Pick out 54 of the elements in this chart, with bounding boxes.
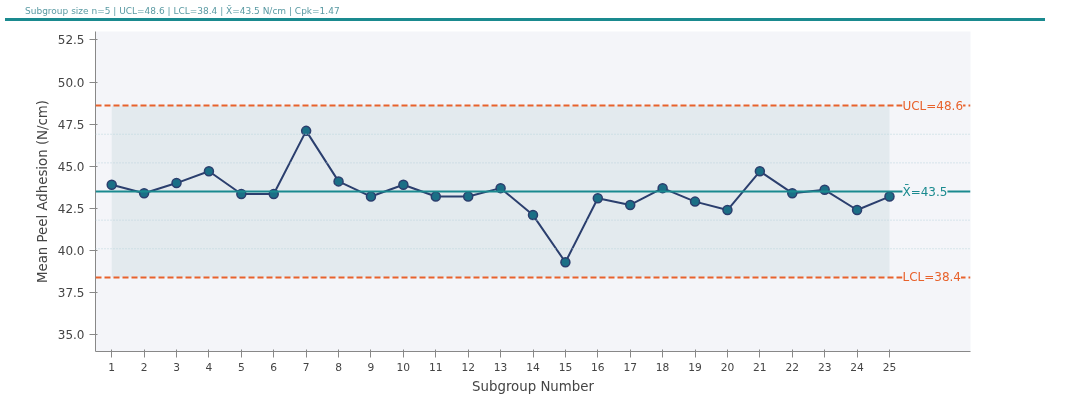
- point: [398, 179, 409, 190]
- x-tick-label: 6: [270, 360, 278, 374]
- ref-line-label: UCL=48.6: [902, 98, 964, 113]
- x-tick-label: 7: [302, 360, 310, 374]
- x-tick-label: 5: [237, 360, 245, 374]
- y-tick-label: 35.0: [57, 328, 85, 342]
- y-tick-label: 37.5: [57, 285, 85, 300]
- y-tick-label: 42.5: [57, 201, 85, 216]
- chart-subtitle: Subgroup size n=5 | UCL=48.6 | LCL=38.4 | X̄=43.5 N/cm | Cpk=1.47: [25, 5, 340, 18]
- point: [527, 209, 539, 221]
- y-tick-label: 52.5: [57, 33, 85, 48]
- point: [560, 256, 571, 268]
- point: [884, 191, 895, 202]
- x-tick-label: 4: [205, 360, 213, 374]
- point: [851, 204, 863, 216]
- x-tick-label: 21: [753, 360, 767, 374]
- x-tick-label: 14: [526, 360, 540, 374]
- x-tick-label: 24: [850, 360, 865, 374]
- x-tick-label: 20: [720, 360, 735, 374]
- x-tick-label: 8: [335, 360, 343, 374]
- point: [203, 165, 215, 177]
- y-tick-label: 40.0: [57, 243, 85, 258]
- point: [754, 165, 766, 177]
- x-tick-label: 19: [688, 360, 703, 374]
- x-tick-label: 23: [817, 360, 832, 374]
- x-tick-label: 1: [108, 360, 116, 374]
- point: [624, 199, 636, 211]
- x-tick-label: 10: [396, 360, 411, 374]
- x-tick-label: 2: [140, 360, 148, 374]
- point: [592, 192, 604, 204]
- point: [300, 125, 312, 136]
- x-tick-label: 12: [461, 360, 475, 374]
- x-tick-label: 15: [558, 360, 573, 374]
- x-tick-label: 9: [367, 360, 375, 374]
- x-tick-label: 18: [655, 360, 670, 374]
- point: [722, 204, 733, 216]
- y-tick-label: 47.5: [57, 117, 85, 132]
- x-tick-label: 11: [429, 360, 443, 374]
- ref-line-label: X̄=43.5: [902, 184, 948, 199]
- y-tick-label: 50.0: [57, 75, 85, 90]
- y-tick-label: 45.0: [57, 159, 85, 174]
- y-axis-title: Mean Peel Adhesion (N/cm): [34, 99, 50, 283]
- x-tick-label: 16: [591, 360, 605, 374]
- x-tick-label: 13: [493, 360, 508, 374]
- ref-line-label: LCL=38.4: [902, 270, 961, 285]
- x-tick-label: 17: [623, 360, 637, 374]
- x-axis-title: Subgroup Number: [472, 378, 595, 394]
- x-tick-label: 3: [173, 360, 180, 374]
- point: [689, 196, 701, 207]
- point: [171, 177, 182, 189]
- x-tick-label: 25: [882, 360, 897, 374]
- point: [333, 176, 344, 187]
- point: [106, 179, 117, 190]
- x-tick-label: 22: [785, 360, 800, 374]
